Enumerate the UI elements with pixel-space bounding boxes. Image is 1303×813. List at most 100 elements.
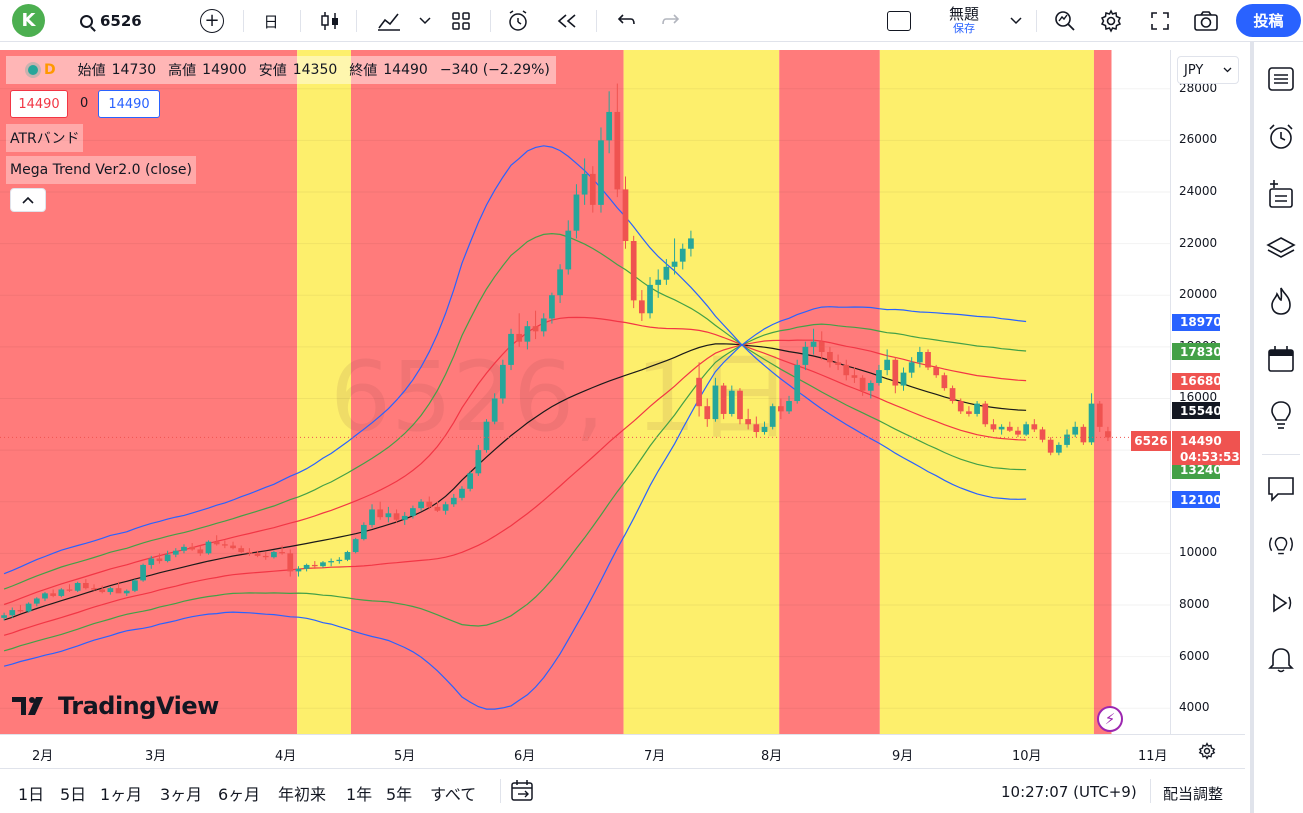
band-lower-1 (3, 339, 1027, 636)
candle-body (295, 568, 302, 572)
chart-pane[interactable]: 6526, 1日 (0, 50, 1170, 734)
time-tick-label: 3月 (145, 749, 167, 764)
range-button[interactable]: 5年 (386, 785, 413, 804)
indicator-legend-atr[interactable]: ATRバンド (6, 124, 84, 152)
close-value: 14490 (383, 62, 428, 78)
range-button[interactable]: すべて (430, 785, 477, 804)
quick-search-button[interactable] (1050, 0, 1080, 42)
data-window-button[interactable] (1266, 234, 1296, 264)
candle-body (696, 377, 702, 407)
legend-collapse-button[interactable] (10, 188, 46, 212)
market-status-icon[interactable] (28, 65, 38, 75)
compare-symbol-button[interactable]: + (198, 0, 226, 42)
time-tick-label: 4月 (275, 749, 297, 764)
axis-settings-button[interactable] (1198, 742, 1216, 764)
indicators-button[interactable] (372, 0, 406, 42)
lightbulb-icon (1271, 401, 1291, 429)
candle-body (271, 552, 277, 558)
band-price-label: 13240 (1172, 461, 1222, 479)
interval-button[interactable]: 日 (256, 0, 286, 42)
chats-button[interactable] (1266, 474, 1296, 504)
chart-type-button[interactable] (314, 0, 346, 42)
layouts-button[interactable] (446, 0, 476, 42)
hotlists-button[interactable] (1266, 286, 1296, 316)
fullscreen-layout-button[interactable] (884, 0, 914, 42)
candle-body (647, 284, 653, 314)
band-price-label: 16680 (1172, 372, 1222, 390)
candle-body (33, 598, 40, 604)
alert-button[interactable] (503, 0, 535, 42)
layout-menu-dropdown[interactable] (1006, 0, 1026, 42)
candle-body (1047, 439, 1054, 453)
candle-body (459, 488, 465, 498)
candle-body (115, 588, 122, 594)
range-button[interactable]: 5日 (60, 785, 87, 804)
grid-icon (452, 12, 470, 30)
symbol-label: 6526 (100, 12, 142, 30)
notifications-button[interactable] (1266, 644, 1296, 674)
range-button[interactable]: 6ヶ月 (218, 785, 261, 804)
candle-body (311, 564, 318, 567)
candle-body (107, 588, 114, 593)
candle-body (655, 279, 662, 285)
candles-icon (321, 12, 338, 30)
time-axis[interactable]: 2月 3月 4月 5月 6月 7月 8月 9月 10月 11月 (0, 734, 1245, 768)
range-button[interactable]: 年初来 (278, 785, 327, 804)
price-chart[interactable]: 6526, 1日 (0, 50, 1170, 734)
time-tick-label: 9月 (892, 749, 914, 764)
candle-body (42, 593, 48, 599)
sell-button[interactable]: 14490 (10, 90, 68, 118)
candle-body (25, 603, 32, 612)
candle-body (876, 370, 882, 383)
currency-select[interactable]: JPY (1177, 56, 1239, 84)
dividend-adjust-toggle[interactable]: 配当調整 (1163, 785, 1224, 803)
video-button[interactable] (1266, 588, 1296, 618)
candle-body (957, 401, 964, 412)
save-layout-button[interactable]: 無題 保存 (934, 0, 994, 42)
chevron-down-icon (1223, 67, 1232, 73)
candle-body (1105, 431, 1111, 438)
replay-button[interactable] (552, 0, 582, 42)
fullscreen-button[interactable] (1145, 0, 1175, 42)
candle-body (74, 583, 81, 591)
range-button[interactable]: 3ヶ月 (160, 785, 203, 804)
symbol-price-tag: 6526 (1131, 431, 1171, 451)
candle-body (221, 544, 228, 546)
range-button[interactable]: 1年 (346, 785, 373, 804)
candle-body (949, 388, 956, 402)
settings-button[interactable] (1096, 0, 1126, 42)
time-tick-label: 2月 (32, 749, 54, 764)
candle-body (532, 326, 539, 332)
price-axis[interactable]: 2800026000240002200020000180001600014000… (1170, 50, 1245, 734)
redo-button[interactable] (657, 0, 687, 42)
streams-button[interactable] (1266, 532, 1296, 562)
close-label: 終値 (349, 63, 378, 79)
undo-button[interactable] (610, 0, 640, 42)
range-button[interactable]: 1日 (18, 785, 45, 804)
candle-body (638, 300, 645, 314)
range-button[interactable]: 1ヶ月 (100, 785, 143, 804)
chevron-down-icon (419, 17, 431, 25)
divider (1150, 779, 1151, 803)
lightning-icon[interactable]: ⚡ (1097, 706, 1123, 732)
indicators-dropdown[interactable] (416, 0, 434, 42)
goto-date-button[interactable] (510, 779, 536, 807)
watchlist-button[interactable] (1266, 64, 1296, 94)
chevron-up-icon (22, 196, 34, 204)
bell-icon (1268, 648, 1294, 673)
symbol-search[interactable]: 6526 (80, 0, 155, 42)
ideas-button[interactable] (1266, 400, 1296, 430)
alerts-button[interactable] (1266, 122, 1296, 152)
snapshot-button[interactable] (1191, 0, 1221, 42)
publish-button[interactable]: 投稿 (1236, 4, 1301, 37)
clock-timezone[interactable]: 10:27:07 (UTC+9) (1001, 783, 1137, 801)
tradingview-logo[interactable]: TradingView (12, 692, 219, 720)
candle-body (123, 590, 130, 594)
indicator-legend-megatrend[interactable]: Mega Trend Ver2.0 (close) (6, 156, 196, 184)
candle-body (925, 351, 931, 368)
object-tree-button[interactable] (1266, 180, 1296, 210)
candle-body (761, 426, 768, 433)
user-avatar[interactable]: K (12, 4, 45, 37)
calendar-button[interactable] (1266, 344, 1296, 374)
buy-button[interactable]: 14490 (98, 90, 160, 118)
